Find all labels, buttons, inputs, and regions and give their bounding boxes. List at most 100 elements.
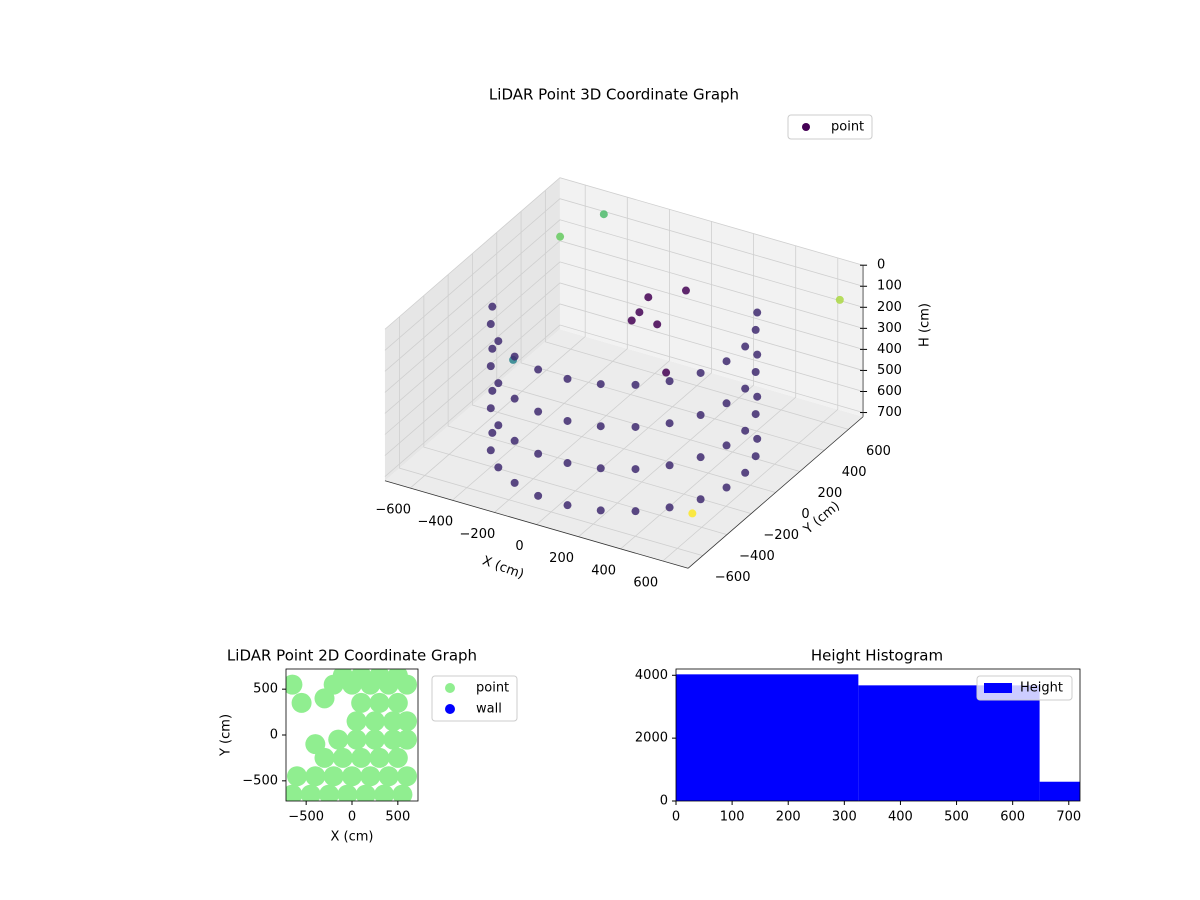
x-tick-label: −200 bbox=[460, 527, 496, 542]
point bbox=[510, 352, 519, 361]
plot-area bbox=[676, 674, 1080, 801]
point bbox=[563, 374, 572, 383]
point bbox=[665, 419, 674, 428]
point bbox=[488, 386, 497, 395]
y-tick-label: 0 bbox=[660, 794, 668, 809]
point bbox=[753, 308, 762, 317]
grid-line bbox=[578, 233, 754, 538]
point bbox=[494, 421, 503, 430]
grid-line bbox=[384, 324, 864, 477]
point bbox=[534, 365, 543, 374]
point bbox=[751, 452, 760, 461]
point bbox=[534, 491, 543, 500]
y-tick-label: 200 bbox=[817, 486, 842, 501]
point bbox=[486, 404, 495, 413]
point bbox=[387, 692, 408, 713]
point bbox=[397, 729, 417, 750]
z-tick-label: 500 bbox=[877, 363, 902, 378]
point bbox=[383, 711, 404, 732]
point bbox=[534, 449, 543, 458]
legend-label: Height bbox=[1020, 681, 1063, 696]
point bbox=[741, 468, 750, 477]
z-tick-label: 300 bbox=[877, 321, 902, 336]
point bbox=[688, 509, 697, 518]
chart-title: LiDAR Point 3D Coordinate Graph bbox=[489, 86, 739, 104]
grid-line bbox=[494, 209, 670, 513]
point bbox=[751, 410, 760, 419]
x-axis-label: X (cm) bbox=[480, 554, 526, 583]
point bbox=[631, 380, 640, 389]
y-tick-label: −400 bbox=[739, 549, 775, 564]
legend-label: wall bbox=[476, 702, 502, 717]
x-tick-label: 500 bbox=[944, 810, 969, 825]
y-tick-label: 500 bbox=[253, 682, 278, 697]
grid-line bbox=[452, 197, 628, 501]
point bbox=[374, 784, 395, 801]
point bbox=[563, 416, 572, 425]
point bbox=[387, 747, 408, 768]
axes-frame bbox=[675, 668, 1081, 802]
y-tick-label: 600 bbox=[866, 444, 891, 459]
point bbox=[486, 446, 495, 455]
point bbox=[369, 747, 390, 768]
point bbox=[351, 747, 372, 768]
point bbox=[599, 210, 608, 219]
point bbox=[556, 232, 565, 241]
point bbox=[741, 384, 750, 393]
point bbox=[286, 784, 303, 801]
point bbox=[753, 350, 762, 359]
point bbox=[596, 506, 605, 515]
grid-line bbox=[536, 221, 712, 525]
axis-line bbox=[384, 480, 689, 569]
legend-marker bbox=[802, 123, 810, 131]
point bbox=[696, 411, 705, 420]
z-tick-label: 0 bbox=[877, 258, 885, 273]
grid-line bbox=[544, 190, 849, 430]
point bbox=[323, 766, 344, 787]
x-tick-label: 500 bbox=[385, 810, 410, 825]
z-tick-label: 600 bbox=[877, 384, 902, 399]
point bbox=[346, 729, 367, 750]
x-tick-label: 600 bbox=[633, 576, 658, 591]
point bbox=[287, 766, 307, 787]
legend-marker bbox=[445, 683, 455, 693]
y-tick-label: 2000 bbox=[635, 731, 668, 746]
x-tick-label: 400 bbox=[591, 563, 616, 578]
point bbox=[488, 302, 497, 311]
point bbox=[488, 344, 497, 353]
point bbox=[662, 368, 671, 377]
point bbox=[383, 729, 404, 750]
grid-line bbox=[384, 219, 864, 372]
point bbox=[342, 766, 362, 787]
point bbox=[510, 394, 519, 403]
y-tick-label: −500 bbox=[242, 773, 278, 788]
x-tick-label: −400 bbox=[417, 515, 453, 530]
x-tick-label: 200 bbox=[776, 810, 801, 825]
point bbox=[722, 399, 731, 408]
point bbox=[722, 357, 731, 366]
point bbox=[563, 501, 572, 510]
y-tick-label: 0 bbox=[270, 728, 278, 743]
x-tick-label: 300 bbox=[832, 810, 857, 825]
point bbox=[494, 337, 503, 346]
point bbox=[596, 380, 605, 389]
point bbox=[397, 711, 417, 732]
z-axis-label: H (cm) bbox=[918, 303, 933, 347]
grid-line bbox=[399, 316, 703, 557]
point bbox=[563, 459, 572, 468]
point bbox=[360, 766, 381, 787]
bar bbox=[858, 685, 1040, 801]
point bbox=[696, 453, 705, 462]
point bbox=[488, 428, 497, 437]
legend-label: point bbox=[476, 681, 509, 696]
y-tick-label: 4000 bbox=[635, 668, 668, 683]
grid-line bbox=[662, 257, 839, 562]
grid-line bbox=[520, 211, 825, 451]
point bbox=[300, 784, 321, 801]
x-tick-label: 200 bbox=[549, 551, 574, 566]
z-tick-label: 100 bbox=[877, 279, 902, 294]
point bbox=[364, 729, 385, 750]
point bbox=[534, 407, 543, 416]
point bbox=[665, 377, 674, 386]
